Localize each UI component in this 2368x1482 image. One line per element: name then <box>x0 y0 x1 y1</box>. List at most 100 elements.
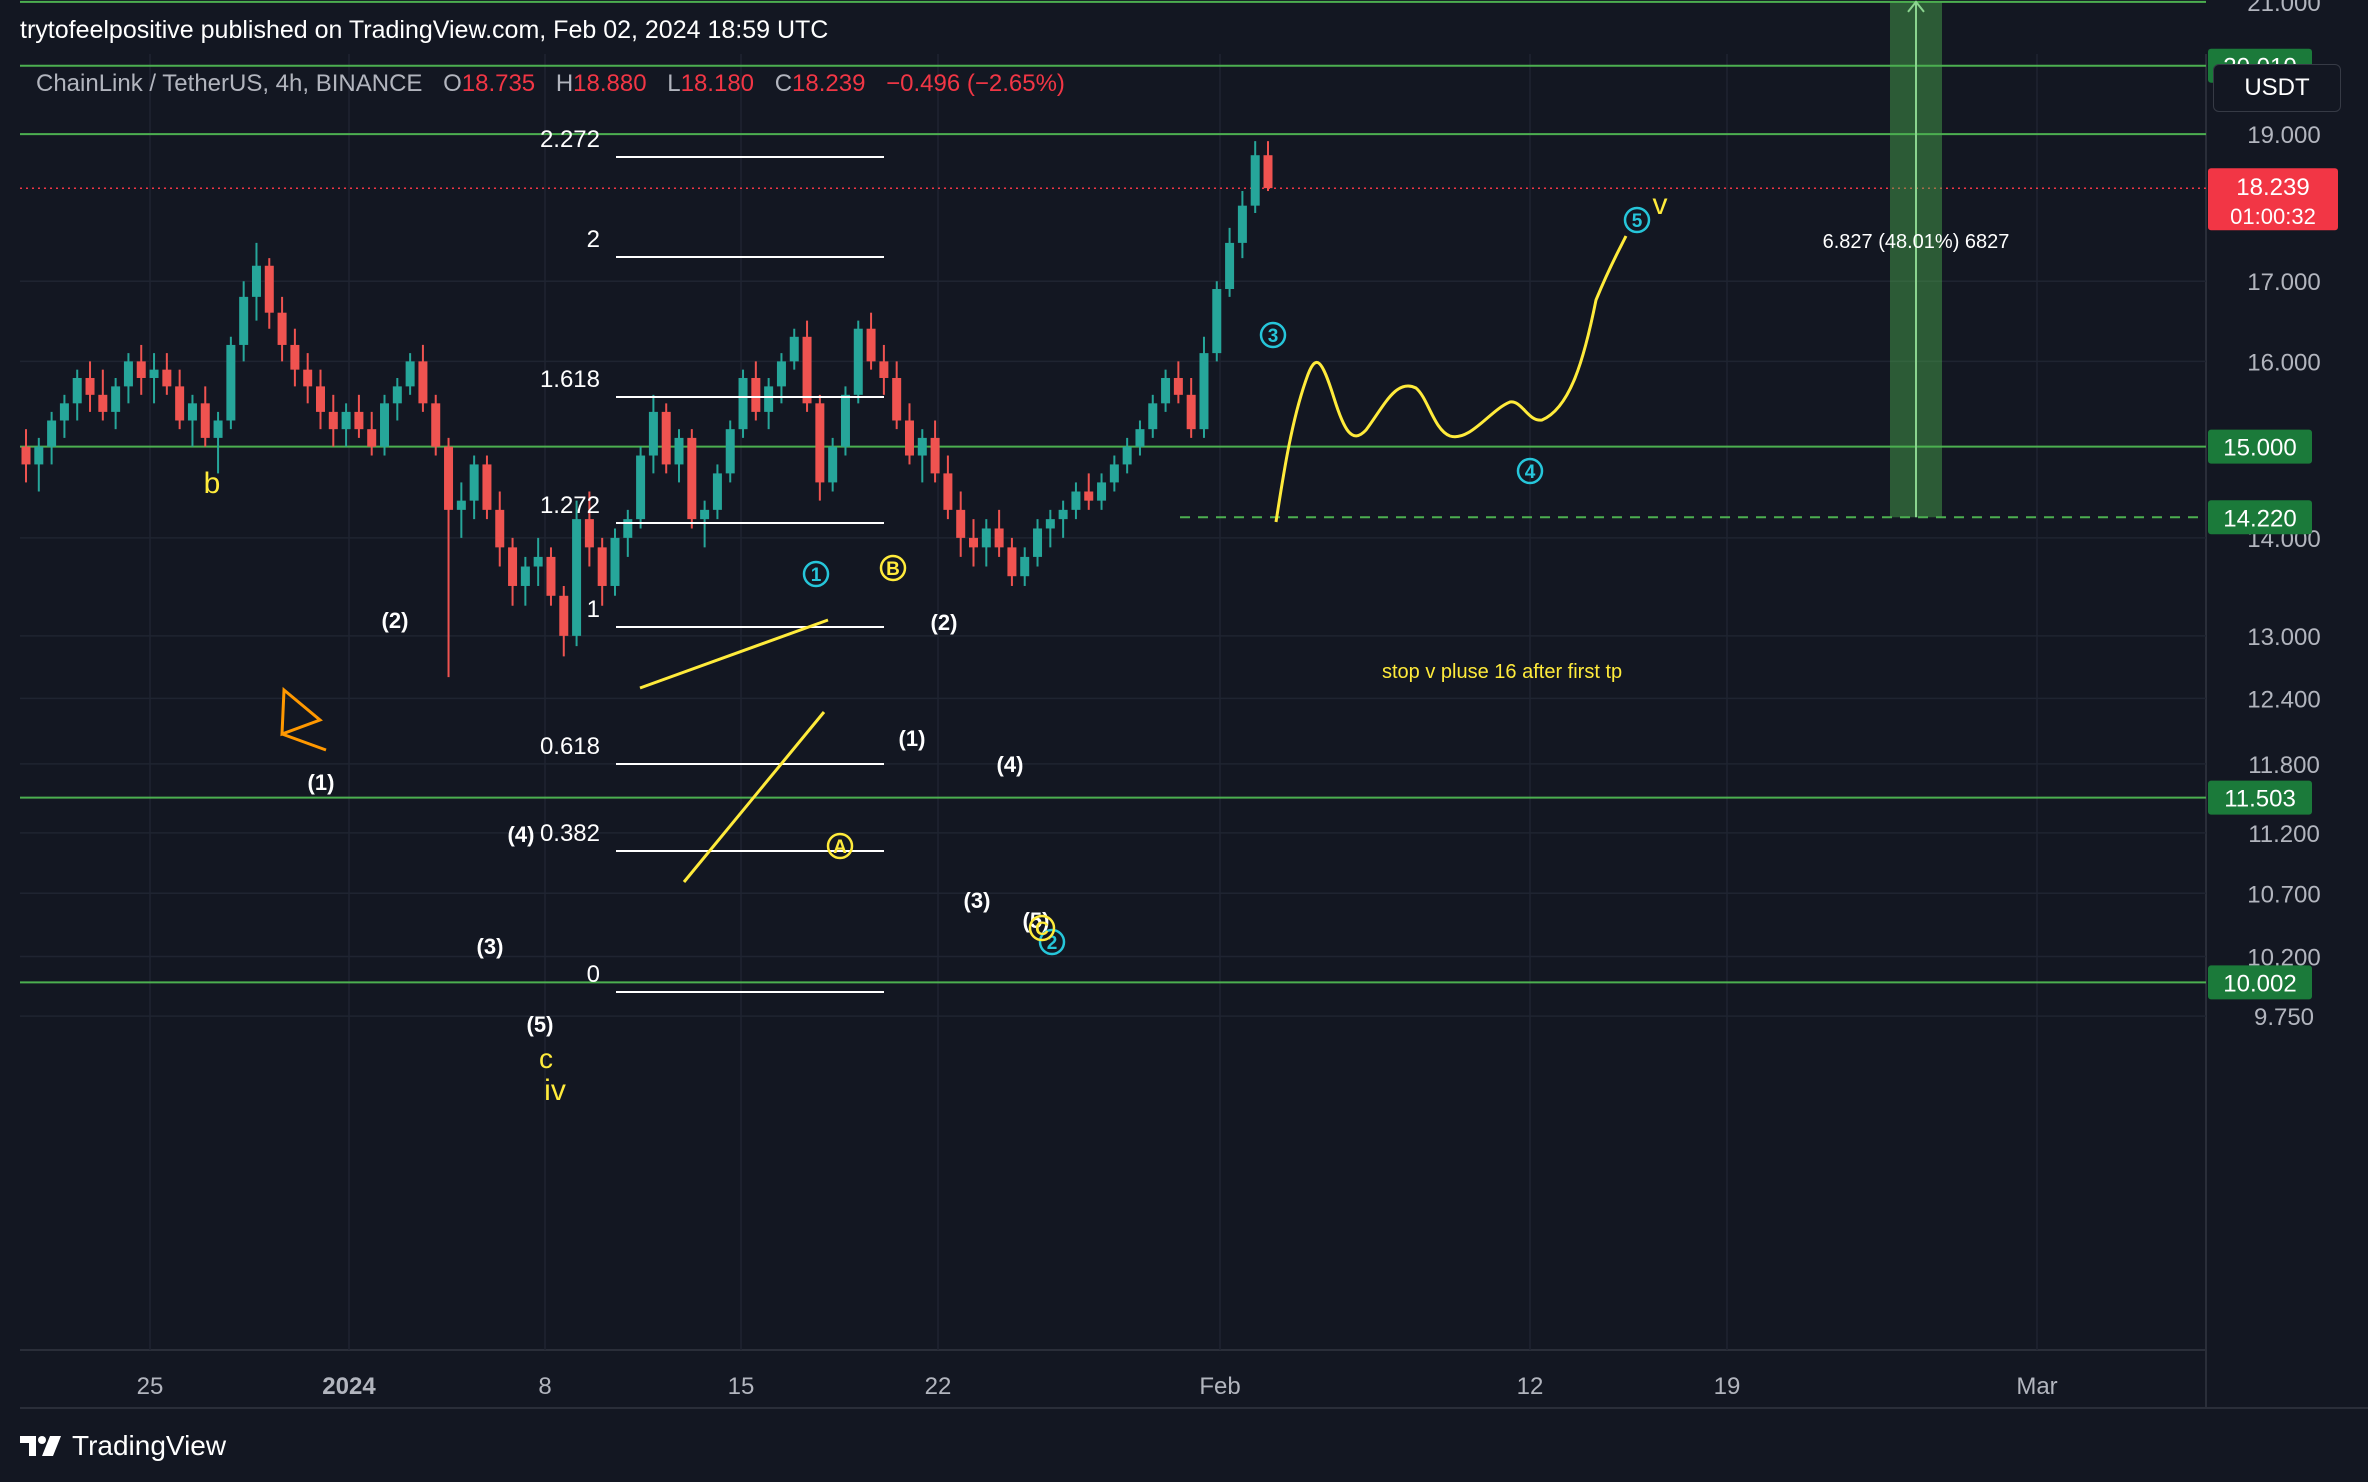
candle-body <box>1007 547 1017 577</box>
candle <box>59 394 69 438</box>
candle <box>1186 377 1196 438</box>
wave-circle-3-ring <box>1259 321 1287 349</box>
candle-body <box>136 361 146 378</box>
candle <box>930 420 940 483</box>
candle-body <box>1071 491 1081 510</box>
fib-label-1.272: 1.272 <box>540 492 600 519</box>
wave-circle-A: A <box>833 837 847 858</box>
time-axis[interactable]: 25 2024 8 15 22 Feb 12 19 Mar <box>137 1373 2058 1400</box>
candle <box>418 344 428 412</box>
currency-button[interactable]: USDT <box>2213 64 2341 112</box>
candle-body <box>175 386 185 421</box>
wave-circle-1: 1 <box>811 565 822 586</box>
candle <box>226 336 236 430</box>
wave-label-p1-0: (1) <box>308 770 335 795</box>
candle-body <box>1020 556 1030 577</box>
candle <box>315 369 325 430</box>
symbol-title[interactable]: ChainLink / TetherUS, 4h, BINANCE <box>36 70 423 97</box>
candle <box>264 258 274 329</box>
wave-circle-1-ring <box>802 560 830 588</box>
candle-body <box>1212 289 1222 354</box>
fib-label-0: 0 <box>587 961 600 988</box>
open-label: O <box>443 70 462 97</box>
candle <box>405 353 415 395</box>
candle <box>943 455 953 520</box>
x-tick-2024: 2024 <box>322 1373 376 1400</box>
candle-body <box>98 394 108 412</box>
level-tag-10.002: 10.002 <box>2223 970 2296 997</box>
candle-body <box>661 411 671 465</box>
target-box-label: 6.827 (48.01%) 6827 <box>1823 231 2010 253</box>
candle-body <box>610 537 620 586</box>
wave-label-p3-2: (3) <box>477 934 504 959</box>
candle-body <box>1135 429 1145 447</box>
wave-circle-5-ring <box>1623 206 1651 234</box>
candle <box>456 482 466 538</box>
candle <box>623 509 633 557</box>
wave-label-p2-6: (2) <box>931 610 958 635</box>
wave-label-p4-8: (4) <box>997 752 1024 777</box>
candle-body <box>290 344 300 370</box>
wave-circle-B-ring <box>879 554 907 582</box>
candle-body <box>956 509 966 538</box>
candle <box>661 403 671 474</box>
low-label: L <box>667 70 681 97</box>
wave-overlay: 6.827 (48.01%) 6827 2.272 2 1.618 1.272 1 0.61… <box>204 0 2010 1107</box>
tradingview-logo-icon <box>20 1436 61 1456</box>
candle <box>1033 519 1043 567</box>
candle-body <box>21 446 31 465</box>
low-value: 18.180 <box>680 70 755 97</box>
candle <box>776 353 786 404</box>
candle-body <box>444 446 454 510</box>
candle-body <box>431 403 441 447</box>
candle-body <box>1186 394 1196 430</box>
candle <box>213 411 223 474</box>
candle-body <box>277 312 287 345</box>
candle-body <box>802 336 812 404</box>
candle <box>1161 369 1171 412</box>
candle-body <box>751 377 761 412</box>
candle <box>1007 537 1017 586</box>
candle-body <box>1173 377 1183 395</box>
y-tick-16.000: 16.000 <box>2247 349 2320 376</box>
tradingview-logo[interactable]: TradingView <box>20 1430 226 1462</box>
y-tick-9.750: 9.750 <box>2254 1004 2314 1031</box>
candle <box>610 528 620 596</box>
candle <box>431 394 441 456</box>
fib-label-1: 1 <box>587 596 600 623</box>
candle-body <box>764 386 774 412</box>
candle-body <box>200 403 210 438</box>
candle <box>572 500 582 647</box>
projected-wave-path <box>1274 235 1628 523</box>
last-price-tag <box>2208 168 2338 231</box>
candle <box>789 328 799 370</box>
candle <box>495 491 505 567</box>
candle-body <box>1033 528 1043 557</box>
candle-body <box>264 265 274 313</box>
x-tick-8: 8 <box>538 1373 551 1400</box>
candle <box>853 320 863 404</box>
last-price-countdown: 01:00:32 <box>2230 204 2316 229</box>
candle <box>392 377 402 421</box>
candle-body <box>623 519 633 538</box>
candle <box>303 353 313 404</box>
candle-body <box>149 369 159 378</box>
candle <box>956 491 966 557</box>
candle <box>72 369 82 421</box>
candle <box>1058 500 1068 538</box>
wedge-lower-line <box>682 711 826 883</box>
candle-body <box>930 437 940 474</box>
level-tag-bg-11.503 <box>2208 780 2312 815</box>
candle <box>341 403 351 447</box>
candle <box>380 394 390 456</box>
level-tag-14.220: 14.220 <box>2223 505 2296 532</box>
wave-circle-A-ring <box>826 832 854 860</box>
candle-body <box>700 509 710 520</box>
candle-body <box>853 328 863 395</box>
price-axis[interactable]: 22.00021.00019.00017.00016.00014.00013.0… <box>2208 0 2338 1031</box>
candle-body <box>303 369 313 387</box>
candle-body <box>85 377 95 395</box>
candle-body <box>879 361 889 378</box>
candle <box>1148 394 1158 438</box>
